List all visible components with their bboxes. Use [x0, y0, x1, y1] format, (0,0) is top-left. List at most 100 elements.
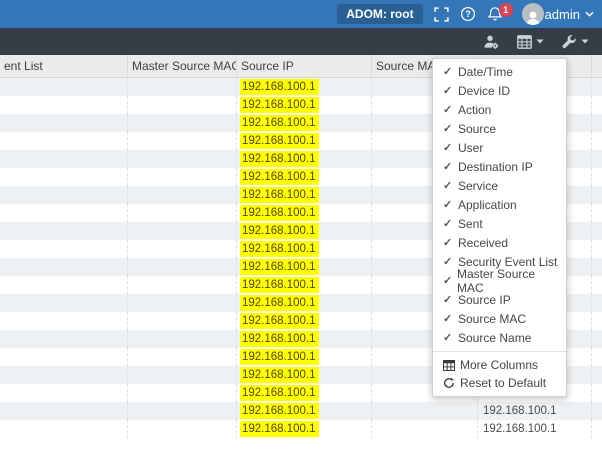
- cell-security-event-list: [0, 258, 128, 276]
- column-menu-item-label: Source MAC: [458, 312, 526, 326]
- cell-extra: [592, 294, 602, 312]
- column-menu-item-device-id[interactable]: ✓Device ID: [433, 81, 566, 100]
- column-menu-item-received[interactable]: ✓Received: [433, 233, 566, 252]
- column-menu-item-label: Date/Time: [458, 65, 513, 79]
- reset-to-default-item[interactable]: Reset to Default: [433, 374, 566, 392]
- cell-source-ip: 192.168.100.1: [237, 204, 372, 222]
- cell-security-event-list: [0, 132, 128, 150]
- highlighted-source-ip: 192.168.100.1: [240, 385, 319, 401]
- cell-source-ip: 192.168.100.1: [237, 330, 372, 348]
- user-settings-button[interactable]: [483, 34, 500, 50]
- cell-extra: [592, 96, 602, 114]
- cell-extra: [592, 168, 602, 186]
- table-row[interactable]: 192.168.100.1192.168.100.1: [0, 420, 602, 438]
- cell-security-event-list: [0, 150, 128, 168]
- cell-master-source-mac: [128, 312, 237, 330]
- bell-icon[interactable]: 1: [487, 6, 503, 22]
- highlighted-source-ip: 192.168.100.1: [240, 187, 319, 203]
- column-menu-item-label: User: [458, 141, 483, 155]
- cell-master-source-mac: [128, 240, 237, 258]
- highlighted-source-ip: 192.168.100.1: [240, 313, 319, 329]
- check-icon: ✓: [443, 236, 458, 249]
- cell-source-ip: 192.168.100.1: [237, 348, 372, 366]
- check-icon: ✓: [443, 179, 458, 192]
- menu-divider: [433, 351, 566, 352]
- highlighted-source-ip: 192.168.100.1: [240, 241, 319, 257]
- column-header-master-source-mac[interactable]: Master Source MAC: [128, 55, 237, 77]
- column-menu-item-sent[interactable]: ✓Sent: [433, 214, 566, 233]
- cell-security-event-list: [0, 168, 128, 186]
- cell-extra: [592, 222, 602, 240]
- column-menu-item-label: Sent: [458, 217, 483, 231]
- column-menu-item-service[interactable]: ✓Service: [433, 176, 566, 195]
- highlighted-source-ip: 192.168.100.1: [240, 151, 319, 167]
- top-bar: ADOM: root ? 1: [0, 0, 602, 28]
- fullscreen-icon[interactable]: [434, 7, 449, 22]
- cell-source-ip: 192.168.100.1: [237, 276, 372, 294]
- column-menu-item-master-source-mac[interactable]: ✓Master Source MAC: [433, 271, 566, 290]
- column-menu-item-source-mac[interactable]: ✓Source MAC: [433, 309, 566, 328]
- cell-source-name: 192.168.100.1: [478, 420, 592, 438]
- cell-master-source-mac: [128, 186, 237, 204]
- cell-master-source-mac: [128, 204, 237, 222]
- column-menu-item-label: Application: [458, 198, 517, 212]
- avatar[interactable]: [522, 3, 544, 25]
- column-header-security-event-list[interactable]: ent List: [0, 55, 128, 77]
- cell-source-mac: [372, 402, 478, 420]
- column-menu-item-source-name[interactable]: ✓Source Name: [433, 328, 566, 347]
- table-row[interactable]: 192.168.100.1 192.168.100.1: [0, 402, 602, 420]
- cell-master-source-mac: [128, 330, 237, 348]
- column-menu-item-source[interactable]: ✓Source: [433, 119, 566, 138]
- table-toolbar: [0, 28, 602, 55]
- tools-button[interactable]: [561, 34, 589, 50]
- check-icon: ✓: [443, 160, 458, 173]
- cell-source-ip: 192.168.100.1: [237, 168, 372, 186]
- cell-extra: [592, 276, 602, 294]
- cell-master-source-mac: [128, 294, 237, 312]
- column-menu-item-user[interactable]: ✓User: [433, 138, 566, 157]
- cell-source-ip: 192.168.100.1: [237, 402, 372, 420]
- column-menu-item-date-time[interactable]: ✓Date/Time: [433, 62, 566, 81]
- cell-master-source-mac: [128, 348, 237, 366]
- column-menu-item-label: Source IP: [458, 293, 511, 307]
- column-menu-item-label: Action: [458, 103, 491, 117]
- highlighted-source-ip: 192.168.100.1: [240, 169, 319, 185]
- column-menu-item-action[interactable]: ✓Action: [433, 100, 566, 119]
- cell-extra: [592, 258, 602, 276]
- cell-source-ip: 192.168.100.1: [237, 294, 372, 312]
- user-menu[interactable]: admin: [522, 3, 594, 25]
- cell-source-ip: 192.168.100.1: [237, 132, 372, 150]
- cell-security-event-list: [0, 402, 128, 420]
- cell-extra: [592, 384, 602, 402]
- column-menu-item-destination-ip[interactable]: ✓Destination IP: [433, 157, 566, 176]
- notification-badge[interactable]: 1: [499, 3, 513, 17]
- cell-security-event-list: [0, 186, 128, 204]
- cell-security-event-list: [0, 330, 128, 348]
- column-menu-item-application[interactable]: ✓Application: [433, 195, 566, 214]
- adom-badge[interactable]: ADOM: root: [337, 4, 422, 24]
- column-header-6[interactable]: [592, 55, 602, 77]
- check-icon: ✓: [443, 274, 457, 287]
- cell-security-event-list: [0, 204, 128, 222]
- cell-security-event-list: [0, 384, 128, 402]
- check-icon: ✓: [443, 293, 458, 306]
- cell-extra: [592, 312, 602, 330]
- help-icon[interactable]: ?: [460, 6, 476, 22]
- more-columns-item[interactable]: More Columns: [433, 356, 566, 374]
- check-icon: ✓: [443, 141, 458, 154]
- column-header-source-ip[interactable]: Source IP: [237, 55, 372, 77]
- cell-security-event-list: [0, 366, 128, 384]
- cell-source-ip: 192.168.100.1: [237, 258, 372, 276]
- column-settings-button[interactable]: [517, 35, 544, 49]
- cell-master-source-mac: [128, 258, 237, 276]
- cell-extra: [592, 330, 602, 348]
- tools-icon: [561, 34, 577, 50]
- cell-source-name: 192.168.100.1: [478, 402, 592, 420]
- cell-master-source-mac: [128, 420, 237, 438]
- highlighted-source-ip: 192.168.100.1: [240, 277, 319, 293]
- cell-extra: [592, 132, 602, 150]
- column-menu-item-label: Received: [458, 236, 508, 250]
- log-view-screen: ADOM: root ? 1: [0, 0, 602, 452]
- caret-down-icon: [536, 39, 544, 44]
- cell-master-source-mac: [128, 276, 237, 294]
